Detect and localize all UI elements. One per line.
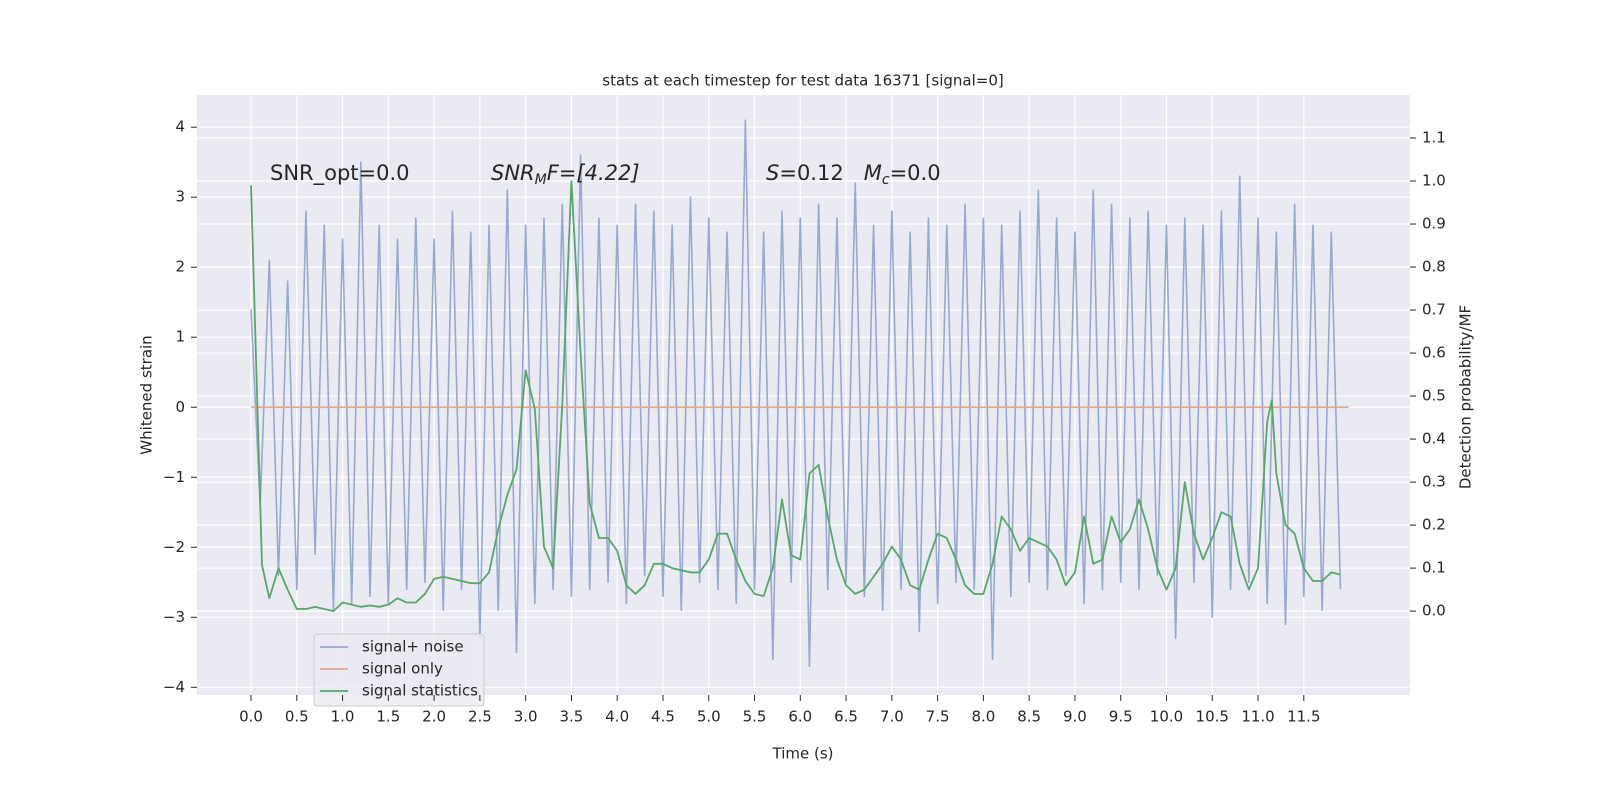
annotation: S=0.12 Mc=0.0 (766, 161, 941, 188)
x-tick-label: 5.5 (743, 708, 767, 726)
x-tick-label: 9.5 (1109, 708, 1133, 726)
y2-tick-label: 0.9 (1422, 215, 1446, 233)
annotation-text: M (864, 161, 882, 185)
annotation-text: F=[4.22] (547, 161, 640, 185)
legend-label: signal+ noise (362, 638, 464, 656)
y2-tick-label: 0.0 (1422, 602, 1446, 620)
legend-label: signal statistics (362, 682, 478, 700)
y-tick-label: −1 (163, 468, 185, 486)
x-tick-label: 5.0 (697, 708, 721, 726)
y2-tick-label: 0.1 (1422, 559, 1446, 577)
x-tick-label: 8.0 (971, 708, 995, 726)
annotation-text: =0.12 (779, 161, 863, 185)
x-tick-label: 3.0 (514, 708, 538, 726)
y2-tick-label: 0.8 (1422, 258, 1446, 276)
y-tick-label: 4 (175, 118, 185, 136)
annotation-subscript: c (882, 172, 890, 188)
x-axis-label: Time (s) (772, 745, 834, 763)
y-tick-label: −4 (163, 678, 185, 696)
x-tick-label: 2.0 (422, 708, 446, 726)
series-line (250, 119, 1342, 668)
marks (250, 119, 1349, 668)
x-tick-label: 6.0 (788, 708, 812, 726)
x-tick-label: 4.0 (605, 708, 629, 726)
x-tick-label: 1.0 (331, 708, 355, 726)
y-tick-label: 1 (175, 328, 185, 346)
x-tick-label: 9.0 (1063, 708, 1087, 726)
x-tick-label: 11.0 (1241, 708, 1274, 726)
x-tick-label: 10.5 (1196, 708, 1229, 726)
x-tick-label: 11.5 (1287, 708, 1320, 726)
x-tick-label: 10.0 (1150, 708, 1183, 726)
y2-tick-label: 1.1 (1422, 129, 1446, 147)
annotation-subscript: M (535, 172, 547, 188)
x-tick-label: 7.5 (926, 708, 950, 726)
chart-title: stats at each timestep for test data 163… (602, 72, 1003, 90)
annotation-text: =0.0 (890, 161, 941, 185)
y-tick-label: −3 (163, 608, 185, 626)
x-tick-label: 1.5 (376, 708, 400, 726)
x-tick-label: 3.5 (559, 708, 583, 726)
x-tick-label: 0.0 (239, 708, 263, 726)
x-tick-label: 4.5 (651, 708, 675, 726)
y-axis-label: Whitened strain (138, 335, 156, 454)
x-tick-label: 7.0 (880, 708, 904, 726)
annotation-text: SNR (491, 161, 535, 185)
annotation-text: SNR_opt=0.0 (270, 161, 410, 186)
annotation-text: S (766, 161, 779, 185)
y2-tick-label: 0.6 (1422, 344, 1446, 362)
annotation: SNRMF=[4.22] (491, 161, 640, 188)
series-line (250, 180, 1341, 613)
legend-label: signal only (362, 660, 443, 678)
y2-tick-label: 0.4 (1422, 430, 1446, 448)
x-tick-label: 6.5 (834, 708, 858, 726)
y-tick-label: 2 (175, 258, 185, 276)
y2-tick-label: 1.0 (1422, 172, 1446, 190)
y2-tick-label: 0.5 (1422, 387, 1446, 405)
y2-tick-label: 0.3 (1422, 473, 1446, 491)
x-tick-label: 0.5 (285, 708, 309, 726)
x-tick-label: 2.5 (468, 708, 492, 726)
y2-tick-label: 0.2 (1422, 516, 1446, 534)
grid (197, 95, 1410, 695)
y2-axis-label: Detection probability/MF (1457, 305, 1475, 489)
legend: signal+ noise signal only signal statistic… (313, 633, 485, 707)
x-tick-label: 8.5 (1017, 708, 1041, 726)
y-tick-label: 0 (175, 398, 185, 416)
y2-tick-label: 0.7 (1422, 301, 1446, 319)
y-tick-label: 3 (175, 188, 185, 206)
annotation: SNR_opt=0.0 (270, 161, 410, 186)
legend-box (313, 633, 485, 707)
y-tick-label: −2 (163, 538, 185, 556)
